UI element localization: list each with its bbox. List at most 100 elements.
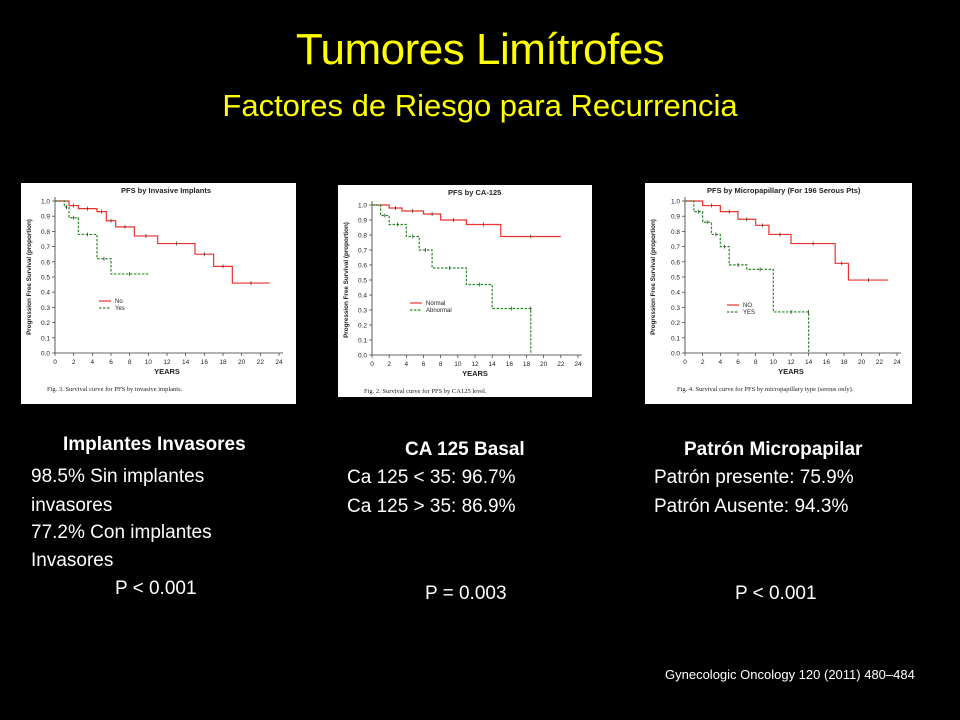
citation: Gynecologic Oncology 120 (2011) 480–484 xyxy=(665,667,915,682)
y-tick-label: 0.8 xyxy=(41,229,50,236)
implants-heading: Implantes Invasores xyxy=(63,434,246,455)
x-tick-label: 12 xyxy=(471,361,479,368)
x-tick-label: 16 xyxy=(506,361,514,368)
x-tick-label: 10 xyxy=(454,361,462,368)
x-tick-label: 0 xyxy=(370,361,374,368)
x-tick-label: 20 xyxy=(540,361,548,368)
slide-title: Tumores Limítrofes xyxy=(295,25,665,74)
y-axis-label: Progression Free Survival (proportion) xyxy=(650,219,657,335)
y-tick-label: 0.6 xyxy=(358,263,367,270)
x-tick-label: 2 xyxy=(701,359,705,366)
x-tick-label: 12 xyxy=(163,359,171,366)
x-tick-label: 20 xyxy=(238,359,246,366)
x-tick-label: 18 xyxy=(219,359,227,366)
figure-caption: Fig. 4. Survival curve for PFS by microp… xyxy=(677,386,854,393)
micropapillary-pvalue: P < 0.001 xyxy=(735,583,817,604)
implants-line-4: Invasores xyxy=(31,550,114,571)
x-tick-label: 4 xyxy=(91,359,95,366)
micropapillary-line-2: Patrón Ausente: 94.3% xyxy=(654,496,849,517)
y-tick-label: 0.0 xyxy=(358,353,367,360)
x-tick-label: 24 xyxy=(275,359,283,366)
y-tick-label: 0.7 xyxy=(41,244,50,251)
x-axis-label: YEARS xyxy=(154,367,180,376)
implants-line-3: 77.2% Con implantes xyxy=(31,522,212,543)
series-line-normal xyxy=(372,204,561,238)
y-tick-label: 0.0 xyxy=(671,351,680,358)
x-tick-label: 0 xyxy=(683,359,687,366)
figure-caption: Fig. 2. Survival curve for PFS by CA125 … xyxy=(364,388,487,395)
micropapillary-heading: Patrón Micropapilar xyxy=(684,439,863,460)
x-tick-label: 10 xyxy=(145,359,153,366)
x-tick-label: 24 xyxy=(893,359,901,366)
chart-panel-micropapillary: PFS by Micropapillary (For 196 Serous Pt… xyxy=(645,183,912,404)
y-tick-label: 0.4 xyxy=(358,293,367,300)
x-tick-label: 4 xyxy=(405,361,409,368)
ca125-line-1: Ca 125 < 35: 96.7% xyxy=(347,467,516,488)
x-tick-label: 12 xyxy=(787,359,795,366)
y-tick-label: 0.6 xyxy=(41,259,50,266)
x-tick-label: 2 xyxy=(387,361,391,368)
y-tick-label: 0.6 xyxy=(671,259,680,266)
x-tick-label: 14 xyxy=(805,359,813,366)
x-tick-label: 8 xyxy=(754,359,758,366)
y-tick-label: 0.2 xyxy=(41,320,50,327)
y-tick-label: 0.5 xyxy=(41,275,50,282)
x-tick-label: 18 xyxy=(523,361,531,368)
x-tick-label: 14 xyxy=(489,361,497,368)
x-tick-label: 0 xyxy=(53,359,57,366)
y-tick-label: 0.8 xyxy=(358,233,367,240)
x-tick-label: 16 xyxy=(823,359,831,366)
y-tick-label: 1.0 xyxy=(41,199,50,206)
legend-label: Normal xyxy=(426,301,445,307)
y-tick-label: 0.7 xyxy=(358,248,367,255)
chart-title: PFS by Micropapillary (For 196 Serous Pt… xyxy=(707,186,861,195)
y-tick-label: 0.5 xyxy=(671,275,680,282)
x-tick-label: 8 xyxy=(439,361,443,368)
y-tick-label: 0.7 xyxy=(671,244,680,251)
legend-label: YES xyxy=(743,310,755,316)
y-tick-label: 0.2 xyxy=(358,323,367,330)
y-tick-label: 0.1 xyxy=(671,335,680,342)
y-tick-label: 0.4 xyxy=(41,290,50,297)
y-tick-label: 0.3 xyxy=(671,305,680,312)
x-tick-label: 10 xyxy=(770,359,778,366)
km-chart-micropapillary: PFS by Micropapillary (For 196 Serous Pt… xyxy=(650,186,901,393)
slide-subtitle: Factores de Riesgo para Recurrencia xyxy=(222,88,738,123)
y-tick-label: 0.3 xyxy=(358,308,367,315)
y-axis-label: Progression Free Survival (proportion) xyxy=(26,219,33,335)
series-line-no xyxy=(55,200,270,284)
chart-panel-ca125: PFS by CA-125 0.0 0.1 0.2 0.3 0.4 0.5 0.6 0.7 0.8… xyxy=(338,185,592,397)
km-chart-implants: PFS by Invasive Implants 0.0 0.1 0.2 0.3 0.4 0… xyxy=(26,186,283,393)
y-tick-label: 1.0 xyxy=(358,203,367,210)
y-tick-label: 0.3 xyxy=(41,305,50,312)
implants-line-2: invasores xyxy=(31,495,113,516)
implants-line-1: 98.5% Sin implantes xyxy=(31,466,205,487)
x-axis-label: YEARS xyxy=(462,369,488,378)
implants-pvalue: P < 0.001 xyxy=(115,578,197,599)
chart-title: PFS by Invasive Implants xyxy=(121,186,211,195)
y-tick-label: 0.1 xyxy=(41,335,50,342)
x-tick-label: 22 xyxy=(257,359,265,366)
x-tick-label: 2 xyxy=(72,359,76,366)
y-tick-label: 0.9 xyxy=(41,214,50,221)
x-tick-label: 16 xyxy=(201,359,209,366)
x-tick-label: 18 xyxy=(840,359,848,366)
micropapillary-line-1: Patrón presente: 75.9% xyxy=(654,467,854,488)
x-tick-label: 20 xyxy=(858,359,866,366)
y-tick-label: 0.0 xyxy=(41,351,50,358)
x-tick-label: 8 xyxy=(128,359,132,366)
x-tick-label: 4 xyxy=(719,359,723,366)
y-tick-label: 0.8 xyxy=(671,229,680,236)
ca125-line-2: Ca 125 > 35: 86.9% xyxy=(347,496,516,517)
y-tick-label: 0.4 xyxy=(671,290,680,297)
x-tick-label: 6 xyxy=(736,359,740,366)
x-tick-label: 6 xyxy=(422,361,426,368)
x-tick-label: 24 xyxy=(574,361,582,368)
y-tick-label: 0.1 xyxy=(358,338,367,345)
x-tick-label: 22 xyxy=(876,359,884,366)
series-line-yes xyxy=(685,200,810,353)
km-chart-ca125: PFS by CA-125 0.0 0.1 0.2 0.3 0.4 0.5 0.6 0.7 0.8… xyxy=(343,188,582,395)
series-line-abnormal xyxy=(372,204,532,355)
legend-label: NO xyxy=(743,303,752,309)
x-axis-label: YEARS xyxy=(778,367,804,376)
